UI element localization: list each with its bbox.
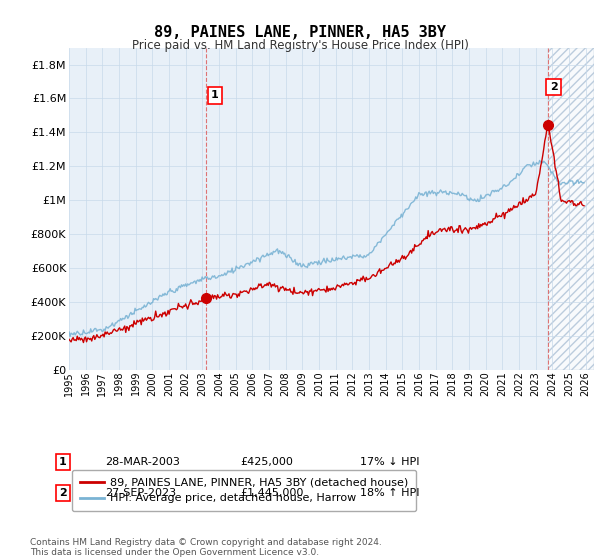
Text: Contains HM Land Registry data © Crown copyright and database right 2024.
This d: Contains HM Land Registry data © Crown c… — [30, 538, 382, 557]
Text: 2: 2 — [550, 82, 557, 92]
Legend: 89, PAINES LANE, PINNER, HA5 3BY (detached house), HPI: Average price, detached : 89, PAINES LANE, PINNER, HA5 3BY (detach… — [72, 470, 416, 511]
Text: 89, PAINES LANE, PINNER, HA5 3BY: 89, PAINES LANE, PINNER, HA5 3BY — [154, 25, 446, 40]
Text: 27-SEP-2023: 27-SEP-2023 — [105, 488, 176, 498]
Text: £1,445,000: £1,445,000 — [240, 488, 304, 498]
Text: 18% ↑ HPI: 18% ↑ HPI — [360, 488, 419, 498]
Text: 28-MAR-2003: 28-MAR-2003 — [105, 457, 180, 467]
Text: 1: 1 — [211, 91, 219, 100]
Text: 2: 2 — [59, 488, 67, 498]
Text: 17% ↓ HPI: 17% ↓ HPI — [360, 457, 419, 467]
Bar — [548, 48, 594, 370]
Text: £425,000: £425,000 — [240, 457, 293, 467]
Bar — [548, 48, 594, 370]
Text: 1: 1 — [59, 457, 67, 467]
Text: Price paid vs. HM Land Registry's House Price Index (HPI): Price paid vs. HM Land Registry's House … — [131, 39, 469, 52]
